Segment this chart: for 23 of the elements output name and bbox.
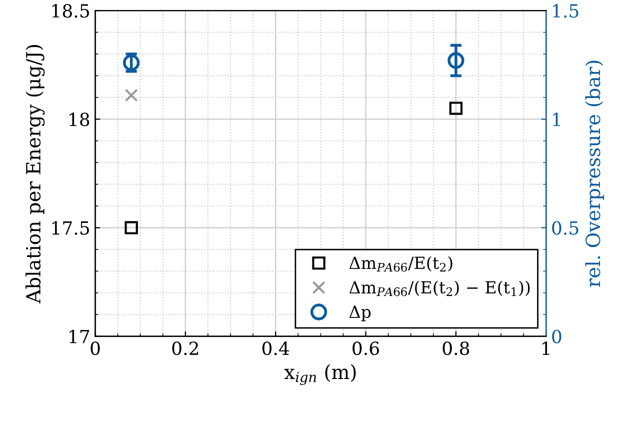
y-tick-label: 18.5	[52, 4, 89, 18]
x-tick-label: 0.4	[262, 341, 290, 356]
x-tick-label: 0.6	[352, 341, 379, 356]
point	[449, 102, 463, 115]
legend-label: Δm$_{PA66}$/(E(t$_{2}$) − E(t$_{1}$))	[349, 280, 530, 296]
x-tick-label: 0	[90, 341, 100, 356]
y-axis-title: Ablation per Energy (μg/J)	[26, 45, 45, 304]
x-tick-label: 0.2	[172, 341, 198, 356]
y2-tick-label: 1.5	[553, 4, 578, 18]
y2-axis-title: rel. Overpressure (bar)	[585, 60, 604, 287]
x-axis-title: x$_{ign}$ (m)	[284, 364, 356, 386]
point	[124, 221, 138, 234]
y-tick-label: 18	[70, 112, 90, 126]
x-tick-label: 0.8	[442, 341, 470, 356]
x-tick-label: 1	[542, 341, 550, 355]
legend-label: Δp	[349, 306, 371, 322]
y2-tick-label: 0.5	[552, 221, 578, 235]
y-tick-label: 17	[70, 330, 90, 344]
y2-tick-label: 0	[552, 330, 562, 344]
point	[124, 88, 138, 102]
y2-tick-label: 1	[553, 112, 560, 126]
y-tick-label: 17.5	[52, 221, 89, 235]
legend-label: Δm$_{PA66}$/E(t$_{2}$)	[349, 256, 452, 272]
